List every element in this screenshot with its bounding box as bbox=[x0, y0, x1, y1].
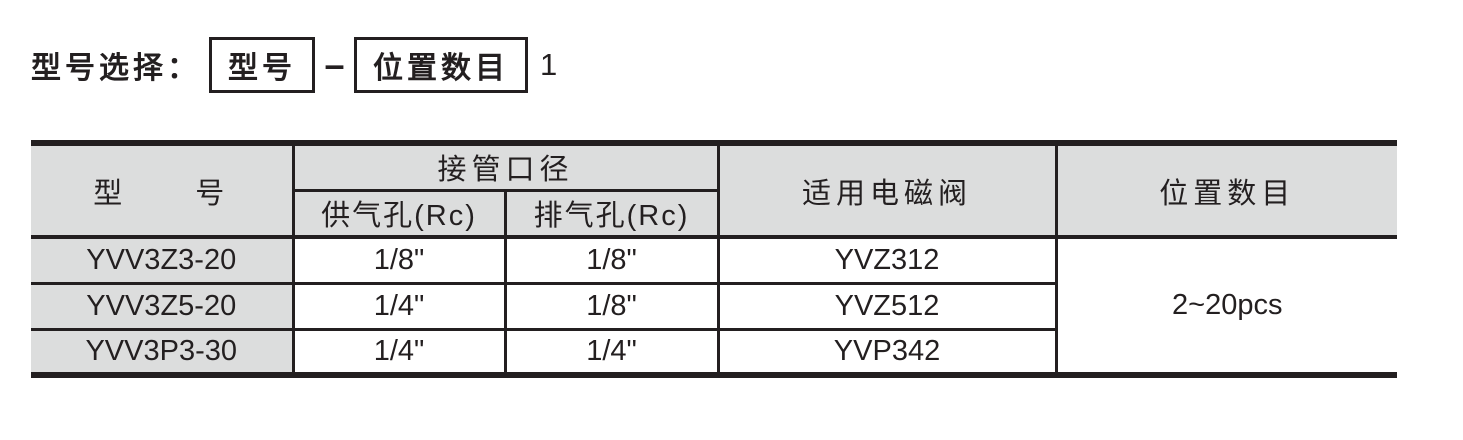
spec-table-body: YVV3Z3-20 1/8" 1/8" YVZ312 2~20pcs YVV3Z… bbox=[31, 235, 1398, 378]
model-selection-label: 型号选择： bbox=[31, 52, 201, 85]
solenoid-valve-cell: YVZ512 bbox=[716, 281, 1058, 331]
spec-table-header: 型 号 接管口径 适用电磁阀 位置数目 供气孔(Rc) 排气孔(Rc) bbox=[31, 140, 1398, 239]
col-header-exhaust-port: 排气孔(Rc) bbox=[503, 188, 720, 239]
exhaust-port-cell: 1/8" bbox=[503, 235, 720, 285]
dash-separator-icon: – bbox=[324, 44, 345, 85]
positions-footnote-number: 1 bbox=[540, 47, 558, 82]
table-row: YVV3Z5-20 1/4" 1/8" YVZ512 bbox=[31, 281, 1397, 331]
spec-table: 型 号 接管口径 适用电磁阀 位置数目 供气孔(Rc) 排气孔(Rc) YVV3… bbox=[31, 140, 1398, 378]
table-row: YVV3P3-30 1/4" 1/4" YVP342 bbox=[31, 327, 1397, 378]
solenoid-valve-cell: YVZ312 bbox=[716, 235, 1058, 285]
model-cell: YVV3Z3-20 bbox=[31, 235, 295, 285]
col-header-supply-port: 供气孔(Rc) bbox=[293, 188, 507, 239]
col-header-positions: 位置数目 bbox=[1054, 140, 1398, 239]
model-code-box: 型号 bbox=[209, 37, 315, 93]
col-header-pipe-diameter: 接管口径 bbox=[291, 140, 720, 192]
supply-port-cell: 1/8" bbox=[291, 235, 507, 285]
col-header-solenoid-valve: 适用电磁阀 bbox=[716, 140, 1058, 239]
model-cell: YVV3P3-30 bbox=[31, 327, 295, 378]
supply-port-cell: 1/4" bbox=[291, 281, 507, 331]
table-row: YVV3Z3-20 1/8" 1/8" YVZ312 2~20pcs bbox=[31, 235, 1398, 378]
model-cell: YVV3Z5-20 bbox=[31, 281, 295, 331]
supply-port-cell: 1/4" bbox=[291, 327, 507, 378]
solenoid-valve-cell: YVP342 bbox=[716, 327, 1058, 378]
model-selection-row: 型号选择： 型号 – 位置数目 1 bbox=[31, 36, 557, 94]
col-header-model: 型 号 bbox=[31, 140, 295, 239]
positions-code-box: 位置数目 bbox=[354, 37, 528, 93]
exhaust-port-cell: 1/4" bbox=[503, 327, 720, 378]
positions-merged-cell: 2~20pcs bbox=[1054, 235, 1398, 378]
exhaust-port-cell: 1/8" bbox=[503, 281, 720, 331]
